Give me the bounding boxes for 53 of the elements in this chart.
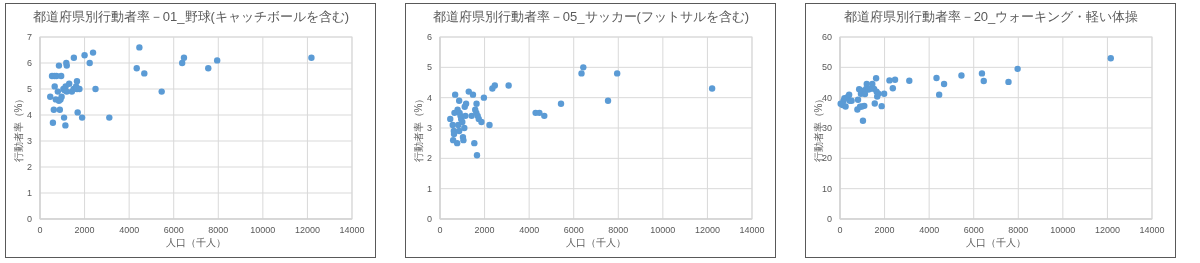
y-tick-label: 1 [426,183,432,194]
y-tick-label: 2 [426,153,432,164]
chart-title: 都道府県別行動者率－20_ウォーキング・軽い体操 [843,9,1139,24]
x-tick-label: 14000 [339,225,365,235]
chart-title: 都道府県別行動者率－01_野球(キャッチボールを含む) [32,9,350,24]
x-tick-label: 0 [37,225,43,235]
x-tick-label: 14000 [1139,225,1165,235]
y-tick-label: 10 [821,183,832,194]
y-tick-label: 6 [26,58,32,68]
chart-title: 都道府県別行動者率－05_サッカー(フットサルを含む) [432,9,750,24]
x-axis-title: 人口（千人） [566,237,626,248]
y-tick-label: 6 [426,32,432,42]
y-tick-label: 0 [426,214,432,224]
x-tick-label: 6000 [563,225,584,235]
x-tick-label: 12000 [694,225,720,235]
x-tick-label: 10000 [250,225,276,235]
y-axis-title: 行動者率（%） [413,93,424,163]
y-tick-label: 5 [426,62,432,73]
x-tick-label: 12000 [294,225,320,235]
y-tick-label: 7 [26,32,32,42]
y-tick-label: 0 [26,214,32,224]
x-tick-label: 8000 [608,225,629,235]
x-tick-label: 6000 [163,225,184,235]
y-axis-title: 行動者率（%） [13,93,24,163]
x-tick-label: 0 [437,225,443,235]
y-tick-label: 30 [821,123,832,133]
x-tick-label: 2000 [474,225,495,235]
x-tick-label: 14000 [739,225,765,235]
x-tick-label: 8000 [1008,225,1029,235]
y-tick-label: 3 [426,123,432,133]
x-tick-label: 10000 [1050,225,1076,235]
y-tick-label: 40 [821,92,832,103]
x-tick-label: 10000 [650,225,676,235]
y-tick-label: 1 [26,188,32,198]
x-tick-label: 6000 [963,225,984,235]
y-tick-label: 3 [26,136,32,146]
x-tick-label: 2000 [874,225,895,235]
x-tick-label: 4000 [919,225,940,235]
y-tick-label: 60 [821,32,832,42]
x-tick-label: 0 [837,225,843,235]
y-tick-label: 5 [26,84,32,94]
x-axis-title: 人口（千人） [166,237,226,248]
y-tick-label: 50 [821,62,832,73]
x-tick-label: 8000 [208,225,229,235]
x-tick-label: 4000 [519,225,540,235]
x-tick-label: 4000 [119,225,140,235]
y-tick-label: 2 [26,162,32,172]
y-tick-label: 4 [26,110,32,120]
x-tick-label: 2000 [74,225,95,235]
y-tick-label: 0 [826,214,832,224]
x-tick-label: 12000 [1094,225,1120,235]
y-tick-label: 4 [426,92,432,103]
x-axis-title: 人口（千人） [966,237,1026,248]
